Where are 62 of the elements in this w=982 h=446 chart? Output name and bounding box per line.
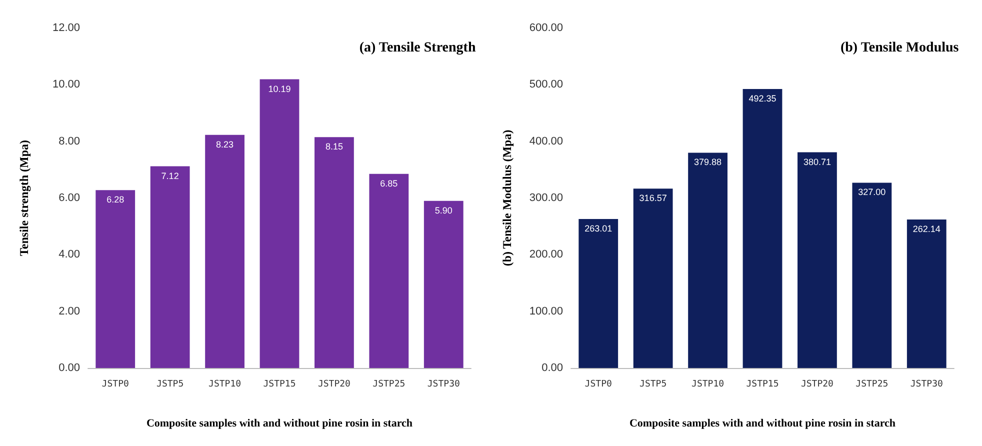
bar bbox=[852, 182, 892, 368]
x-tick-label: JSTP20 bbox=[800, 380, 834, 390]
y-tick-label: 2.00 bbox=[58, 305, 80, 318]
bar bbox=[424, 200, 464, 368]
x-tick-label: JSTP20 bbox=[318, 380, 350, 390]
data-label: 380.71 bbox=[803, 156, 831, 167]
y-axis-title: Tensile strength (Mpa) bbox=[17, 140, 31, 256]
bar bbox=[688, 152, 728, 368]
text: (a) Tensile Strength bbox=[359, 40, 476, 56]
data-label: 10.19 bbox=[268, 84, 291, 94]
x-axis-title: Composite samples with and without pine rosin in starch bbox=[629, 418, 896, 430]
y-tick-label: 200.00 bbox=[529, 248, 563, 261]
bar bbox=[369, 174, 409, 368]
y-tick-label: 4.00 bbox=[58, 248, 80, 261]
y-tick-label: 12.00 bbox=[52, 22, 80, 34]
bar bbox=[314, 137, 354, 368]
y-tick-label: 8.00 bbox=[58, 135, 80, 148]
bar bbox=[260, 79, 300, 368]
x-axis-title: Composite samples with and without pine rosin in starch bbox=[146, 418, 413, 430]
x-tick-label: JSTP5 bbox=[640, 380, 667, 390]
y-tick-label: 6.00 bbox=[58, 192, 80, 204]
data-label: 7.12 bbox=[161, 170, 179, 181]
bar bbox=[150, 166, 190, 368]
bar bbox=[906, 219, 946, 368]
text: (b) Tensile Modulus bbox=[840, 40, 960, 56]
x-tick-label: JSTP10 bbox=[692, 380, 724, 390]
data-label: 327.00 bbox=[858, 187, 886, 198]
y-tick-label: 300.00 bbox=[529, 192, 563, 204]
bar bbox=[798, 152, 837, 368]
y-tick-label: 100.00 bbox=[529, 305, 563, 318]
data-label: 263.01 bbox=[584, 223, 612, 234]
bar bbox=[96, 190, 136, 368]
x-tick-label: JSTP30 bbox=[910, 380, 943, 390]
bar bbox=[742, 89, 782, 368]
data-label: 492.35 bbox=[748, 94, 776, 104]
bar bbox=[578, 218, 618, 368]
data-label: 8.15 bbox=[325, 142, 343, 152]
data-label: 5.90 bbox=[434, 205, 452, 216]
x-tick-label: JSTP25 bbox=[372, 380, 406, 390]
bar bbox=[633, 188, 673, 368]
data-label: 6.28 bbox=[106, 194, 124, 205]
x-tick-label: JSTP10 bbox=[208, 380, 242, 390]
x-tick-label: JSTP30 bbox=[427, 380, 460, 390]
x-tick-label: JSTP15 bbox=[746, 380, 779, 390]
x-tick-label: JSTP25 bbox=[856, 380, 888, 390]
data-label: 8.23 bbox=[216, 139, 234, 150]
data-label: 316.57 bbox=[639, 193, 667, 204]
y-tick-label: 0.00 bbox=[58, 362, 80, 374]
data-label: 6.85 bbox=[380, 178, 398, 188]
y-axis-title: (b) Tensile Modulus (Mpa) bbox=[500, 130, 514, 266]
data-label: 262.14 bbox=[912, 224, 940, 234]
y-tick-label: 10.00 bbox=[52, 78, 80, 91]
x-tick-label: JSTP5 bbox=[156, 380, 184, 390]
x-tick-label: JSTP15 bbox=[263, 380, 296, 390]
y-tick-label: 0.00 bbox=[542, 362, 563, 374]
y-tick-label: 600.00 bbox=[529, 22, 563, 34]
x-tick-label: JSTP0 bbox=[102, 380, 129, 390]
y-tick-label: 500.00 bbox=[529, 78, 563, 91]
bar bbox=[205, 134, 244, 368]
y-tick-label: 400.00 bbox=[529, 135, 563, 148]
x-tick-label: JSTP0 bbox=[584, 380, 612, 390]
data-label: 379.88 bbox=[694, 157, 722, 168]
